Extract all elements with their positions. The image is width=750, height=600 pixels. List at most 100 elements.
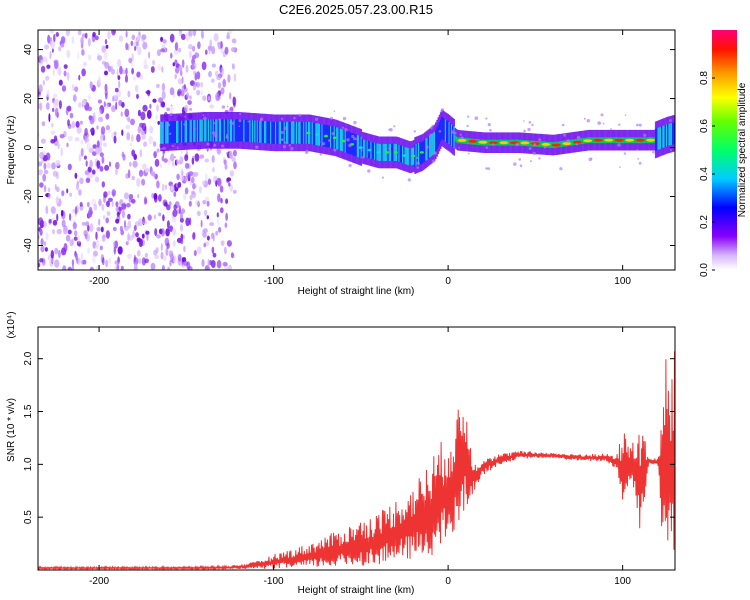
noise-speckle	[131, 149, 136, 157]
ridge-core	[232, 119, 234, 142]
noise-speckle	[86, 201, 90, 208]
noise-speckle	[66, 49, 71, 59]
sparse-point	[170, 104, 173, 107]
noise-speckle	[127, 220, 132, 229]
noise-speckle	[103, 101, 106, 107]
noise-speckle	[95, 35, 99, 41]
noise-speckle	[201, 61, 207, 71]
ridge-core	[662, 125, 664, 148]
noise-speckle	[136, 34, 141, 41]
noise-speckle	[133, 254, 136, 263]
ridge-core	[286, 121, 288, 144]
sparse-point	[459, 133, 462, 136]
ridge-core	[410, 148, 413, 166]
ridge-core	[365, 140, 367, 158]
noise-speckle	[61, 190, 65, 197]
ridge-core	[319, 123, 321, 146]
noise-speckle	[184, 154, 189, 162]
noise-speckle	[213, 33, 219, 42]
noise-speckle	[62, 265, 67, 270]
noise-speckle	[100, 226, 104, 233]
noise-speckle	[127, 169, 131, 179]
ridge-core	[448, 122, 451, 145]
sparse-point	[474, 116, 479, 120]
ridge-core	[270, 121, 272, 144]
sparse-point	[538, 138, 542, 142]
ridge-core	[409, 148, 411, 166]
ridge-core	[400, 145, 403, 163]
noise-speckle	[224, 246, 227, 255]
noise-speckle	[52, 219, 58, 226]
ridge-core	[240, 119, 243, 142]
ridge-peak	[562, 142, 572, 146]
ridge-core	[221, 119, 223, 142]
ridge-peak	[583, 139, 593, 143]
noise-speckle	[127, 90, 131, 98]
noise-speckle	[188, 43, 193, 50]
ridge-core	[226, 119, 228, 142]
ridge-core	[453, 126, 455, 149]
noise-speckle	[53, 33, 56, 43]
ridge-core	[233, 119, 236, 142]
noise-speckle	[127, 213, 131, 220]
noise-speckle	[125, 42, 129, 51]
sparse-point	[161, 125, 164, 128]
noise-speckle	[161, 82, 166, 92]
ridge-core	[314, 122, 316, 145]
sparse-point	[238, 119, 242, 123]
ridge-core	[348, 131, 350, 154]
noise-speckle	[142, 104, 148, 112]
sparse-point	[561, 123, 565, 127]
ridge-core	[364, 139, 366, 157]
ridge-core	[487, 139, 490, 146]
ridge-core	[245, 119, 248, 142]
noise-speckle	[80, 148, 84, 157]
noise-speckle	[173, 191, 177, 197]
noise-speckle	[81, 99, 87, 106]
ridge-core	[289, 121, 292, 144]
noise-speckle	[89, 266, 94, 270]
ridge-core	[645, 137, 647, 144]
ridge-peak	[489, 141, 498, 145]
sparse-point	[239, 112, 242, 115]
noise-speckle	[101, 203, 105, 211]
noise-speckle	[39, 258, 44, 263]
ridge-core	[294, 121, 297, 144]
ridge-core	[162, 121, 165, 144]
noise-speckle	[192, 30, 197, 37]
noise-speckle	[96, 161, 99, 166]
noise-speckle	[218, 226, 222, 233]
sparse-point	[203, 116, 207, 121]
ridge-core	[673, 122, 675, 145]
chart-title: C2E6.2025.057.23.00.R15	[279, 2, 433, 17]
noise-speckle	[226, 32, 230, 38]
noise-speckle	[172, 240, 176, 247]
ridge-blob	[358, 146, 363, 149]
noise-speckle	[233, 161, 237, 170]
sparse-point	[441, 108, 444, 111]
noise-speckle	[81, 49, 85, 56]
noise-speckle	[130, 40, 134, 47]
sparse-point	[247, 120, 250, 123]
noise-speckle	[185, 64, 189, 73]
noise-speckle	[135, 84, 139, 93]
y-tick-label: 2.0	[23, 351, 34, 365]
noise-speckle	[99, 105, 105, 114]
noise-speckle	[41, 121, 46, 127]
sparse-point	[290, 147, 294, 151]
noise-speckle	[207, 259, 210, 268]
noise-speckle	[40, 65, 46, 73]
noise-speckle	[222, 78, 226, 88]
noise-speckle	[174, 73, 177, 80]
noise-speckle	[56, 213, 59, 222]
noise-speckle	[131, 53, 134, 62]
noise-speckle	[55, 186, 60, 193]
noise-speckle	[114, 87, 119, 93]
sparse-point	[226, 105, 229, 108]
spectrogram-frame	[37, 29, 676, 271]
noise-speckle	[160, 36, 164, 42]
ridge-core	[271, 121, 273, 144]
noise-speckle	[76, 204, 79, 214]
ridge-core	[188, 120, 190, 143]
noise-speckle	[53, 93, 58, 98]
